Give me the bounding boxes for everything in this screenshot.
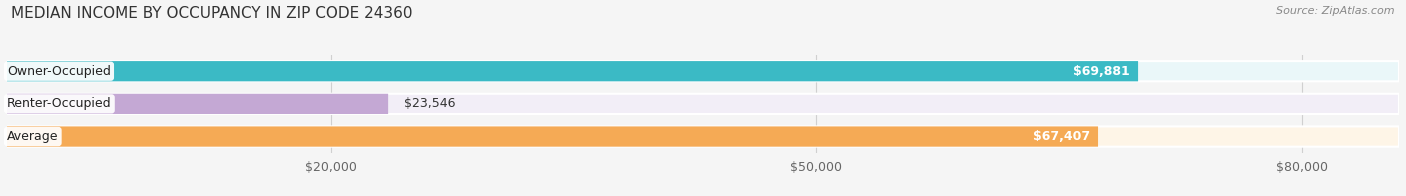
FancyBboxPatch shape	[7, 94, 388, 114]
Text: MEDIAN INCOME BY OCCUPANCY IN ZIP CODE 24360: MEDIAN INCOME BY OCCUPANCY IN ZIP CODE 2…	[11, 6, 413, 21]
Text: Average: Average	[7, 130, 59, 143]
FancyBboxPatch shape	[7, 61, 1399, 81]
FancyBboxPatch shape	[7, 126, 1098, 147]
Text: $67,407: $67,407	[1033, 130, 1090, 143]
FancyBboxPatch shape	[7, 61, 1137, 81]
Text: Renter-Occupied: Renter-Occupied	[7, 97, 111, 110]
Text: $23,546: $23,546	[405, 97, 456, 110]
Text: Source: ZipAtlas.com: Source: ZipAtlas.com	[1277, 6, 1395, 16]
Text: $69,881: $69,881	[1073, 65, 1130, 78]
FancyBboxPatch shape	[7, 126, 1399, 147]
FancyBboxPatch shape	[7, 94, 1399, 114]
Text: Owner-Occupied: Owner-Occupied	[7, 65, 111, 78]
